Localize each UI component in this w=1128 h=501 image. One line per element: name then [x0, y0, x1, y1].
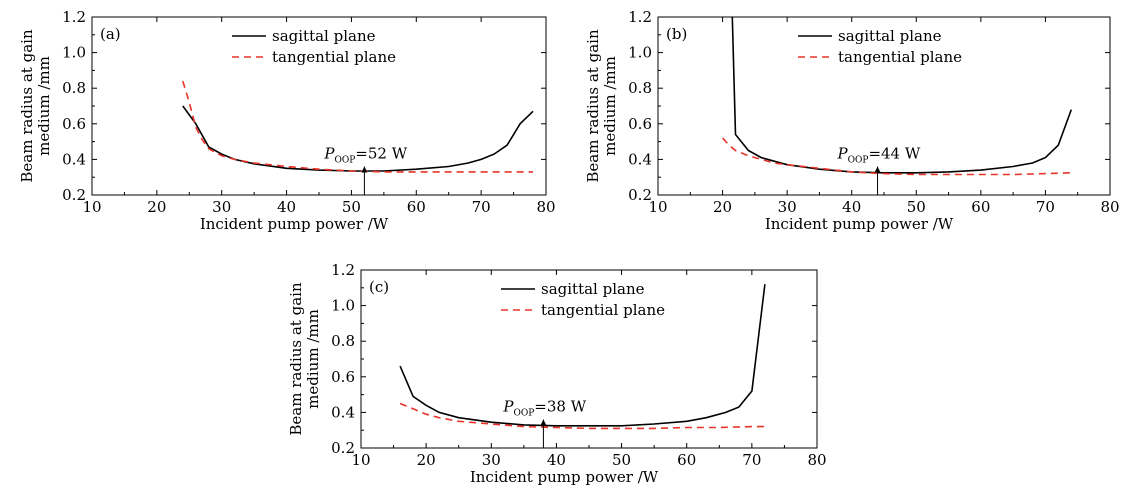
legend-label-sagittal: sagittal plane [838, 27, 942, 45]
y-tick-label: 0.4 [331, 403, 355, 421]
y-tick-label: 0.4 [628, 150, 652, 168]
y-tick-label: 0.6 [628, 115, 652, 133]
y-tick-label: 0.2 [331, 439, 355, 457]
y-tick-label: 1.2 [628, 8, 652, 26]
legend-label-tangential: tangential plane [541, 301, 665, 319]
x-tick-label: 60 [971, 198, 990, 216]
chart-panel-c: 10 20 30 40 50 60 70 80 0.2 0.4 0.6 0.8 1.0 1.2 Incide… [287, 261, 827, 486]
chart-panel-a: 10 20 30 40 50 60 70 80 0.2 0.4 0.6 0.8 1.0 1.2 Incide… [18, 8, 556, 233]
annotation-sub: OOP [513, 409, 534, 419]
panel-label: (a) [100, 25, 121, 43]
x-axis-title: Incident pump power /W [200, 215, 389, 233]
y-tick-label: 0.2 [628, 186, 652, 204]
y-axis-title-line2: medium /mm [35, 56, 53, 156]
panel-label: (c) [369, 278, 389, 296]
tangential-plane-line [182, 80, 533, 173]
x-tick-label: 20 [713, 198, 732, 216]
tangential-plane-line [722, 137, 1072, 176]
y-axis-title-line1: Beam radius at gain [584, 29, 602, 183]
plot-area [722, 17, 1073, 176]
legend-label-tangential: tangential plane [838, 48, 962, 66]
x-axis-title: Incident pump power /W [470, 468, 659, 486]
plot-area [399, 284, 766, 430]
x-tick-label: 50 [612, 451, 631, 469]
x-tick-label: 10 [351, 451, 370, 469]
annotation-sub: OOP [334, 156, 355, 166]
x-tick-label: 70 [1036, 198, 1055, 216]
annotation-value: =38 W [534, 398, 586, 416]
sagittal-plane-line [399, 284, 766, 427]
annotation-arrowhead [540, 419, 547, 426]
x-tick-label: 60 [677, 451, 696, 469]
y-axis-title-line2: medium /mm [304, 309, 322, 409]
y-tick-label: 0.4 [62, 150, 86, 168]
legend-label-sagittal: sagittal plane [272, 27, 376, 45]
annotation-var: P [837, 145, 849, 163]
annotation-label: POOP=52 W [323, 145, 407, 166]
annotation-arrowhead [874, 166, 881, 173]
y-tick-label: 0.8 [331, 332, 355, 350]
x-tick-label: 40 [547, 451, 566, 469]
chart-panel-b: 10 20 30 40 50 60 70 80 0.2 0.4 0.6 0.8 1.0 1.2 Incide… [584, 8, 1120, 233]
y-tick-label: 1.2 [62, 8, 86, 26]
y-tick-label: 0.8 [628, 79, 652, 97]
y-tick-label: 1.0 [628, 44, 652, 62]
x-tick-label: 10 [82, 198, 101, 216]
x-tick-label: 30 [212, 198, 231, 216]
y-tick-label: 1.2 [331, 261, 355, 279]
x-tick-label: 60 [407, 198, 426, 216]
annotation-var: P [502, 398, 514, 416]
plot-area [182, 80, 534, 173]
annotation-arrowhead [361, 166, 368, 173]
y-axis-title-line2: medium /mm [601, 56, 619, 156]
annotation-label: POOP=44 W [837, 145, 921, 166]
y-tick-label: 0.2 [62, 186, 86, 204]
annotation-sub: OOP [848, 156, 869, 166]
x-tick-label: 20 [417, 451, 436, 469]
y-tick-label: 0.6 [62, 115, 86, 133]
x-tick-label: 80 [807, 451, 826, 469]
y-tick-label: 1.0 [331, 297, 355, 315]
legend-label-sagittal: sagittal plane [541, 280, 645, 298]
annotation-value: =52 W [355, 145, 407, 163]
x-tick-label: 80 [1100, 198, 1119, 216]
x-tick-label: 40 [842, 198, 861, 216]
y-tick-label: 1.0 [62, 44, 86, 62]
x-tick-label: 80 [536, 198, 555, 216]
tangential-plane-line [399, 402, 765, 430]
x-tick-label: 30 [482, 451, 501, 469]
x-tick-label: 30 [778, 198, 797, 216]
x-tick-label: 10 [648, 198, 667, 216]
x-tick-label: 40 [277, 198, 296, 216]
x-tick-label: 50 [342, 198, 361, 216]
annotation-var: P [323, 145, 335, 163]
annotation-value: =44 W [868, 145, 920, 163]
y-axis-title-line1: Beam radius at gain [18, 29, 36, 183]
x-tick-label: 70 [742, 451, 761, 469]
y-tick-label: 0.6 [331, 368, 355, 386]
x-tick-label: 50 [907, 198, 926, 216]
annotation-label: POOP=38 W [502, 398, 586, 419]
y-axis-title-line1: Beam radius at gain [287, 282, 305, 436]
x-axis-title: Incident pump power /W [765, 215, 954, 233]
x-tick-label: 20 [147, 198, 166, 216]
panel-label: (b) [666, 25, 687, 43]
y-tick-label: 0.8 [62, 79, 86, 97]
legend-label-tangential: tangential plane [272, 48, 396, 66]
x-tick-label: 70 [472, 198, 491, 216]
